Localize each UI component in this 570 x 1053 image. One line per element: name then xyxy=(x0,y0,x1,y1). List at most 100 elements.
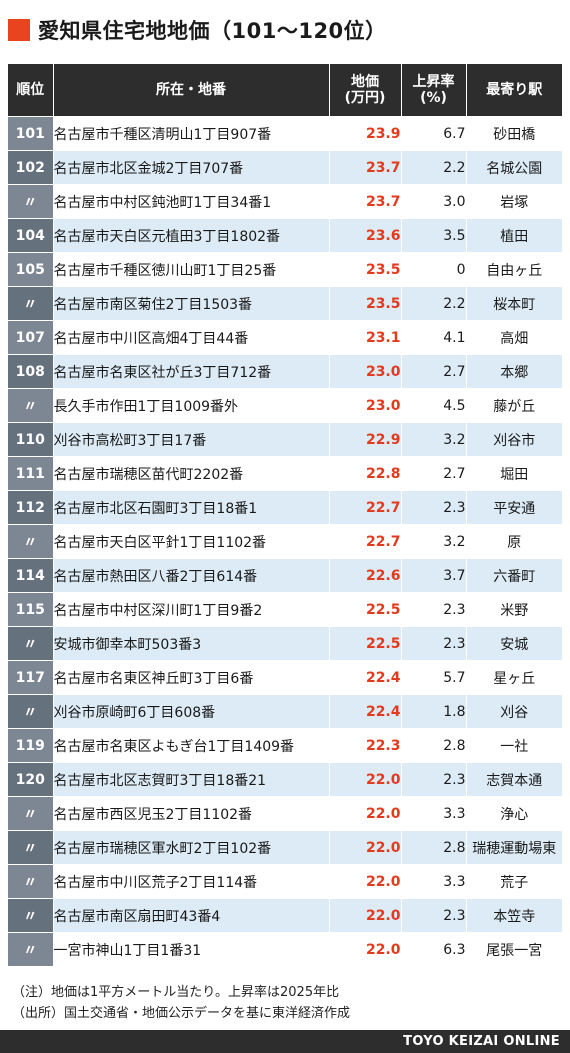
rate-cell: 2.7 xyxy=(401,354,467,389)
station-cell: 本笠寺 xyxy=(466,898,562,933)
footer-brand: TOYO KEIZAI ONLINE xyxy=(0,1030,570,1053)
price-cell: 22.3 xyxy=(329,728,402,763)
price-cell: 22.0 xyxy=(329,898,402,933)
station-cell: 尾張一宮 xyxy=(466,932,562,966)
table-row: 120 名古屋市北区志賀町3丁目18番21 22.0 2.3 志賀本通 xyxy=(8,762,562,797)
price-cell: 23.0 xyxy=(329,354,402,389)
rank-cell: 115 xyxy=(8,592,54,627)
table-row: 〃名古屋市西区児玉2丁目1102番 22.0 3.3 浄心 xyxy=(8,796,562,831)
chart-title: 愛知県住宅地地価（101〜120位） xyxy=(8,12,387,48)
address-cell: 名古屋市千種区清明山1丁目907番 xyxy=(53,116,330,151)
rank-cell: 101 xyxy=(8,116,54,151)
address-cell: 名古屋市中村区深川町1丁目9番2 xyxy=(53,592,330,627)
rate-cell: 2.2 xyxy=(401,150,467,185)
address-cell: 安城市御幸本町503番3 xyxy=(53,626,330,661)
address-cell: 名古屋市北区金城2丁目707番 xyxy=(53,150,330,185)
header-price-line2: (万円) xyxy=(344,90,386,106)
rank-cell: 〃 xyxy=(8,864,54,899)
rate-cell: 3.5 xyxy=(401,218,467,253)
rank-cell: 〃 xyxy=(8,524,54,559)
rank-cell: 107 xyxy=(8,320,54,355)
rate-cell: 3.2 xyxy=(401,524,467,559)
rate-cell: 3.7 xyxy=(401,558,467,593)
price-cell: 23.0 xyxy=(329,388,402,423)
address-cell: 名古屋市北区石園町3丁目18番1 xyxy=(53,490,330,525)
table-row: 104 名古屋市天白区元植田3丁目1802番 23.6 3.5 植田 xyxy=(8,218,562,253)
address-cell: 名古屋市瑞穂区軍水町2丁目102番 xyxy=(53,830,330,865)
rate-cell: 3.2 xyxy=(401,422,467,457)
address-cell: 名古屋市千種区徳川山町1丁目25番 xyxy=(53,252,330,287)
rank-cell: 120 xyxy=(8,762,54,797)
table-row: 114 名古屋市熱田区八番2丁目614番 22.6 3.7 六番町 xyxy=(8,558,562,593)
station-cell: 平安通 xyxy=(466,490,562,525)
table-row: 〃刈谷市原崎町6丁目608番 22.4 1.8 刈谷 xyxy=(8,694,562,729)
rate-cell: 2.3 xyxy=(401,762,467,797)
station-cell: 浄心 xyxy=(466,796,562,831)
table-header-row: 順位 所在・地番 地価 (万円) 上昇率 (%) 最寄り駅 xyxy=(8,64,562,117)
table-row: 〃名古屋市天白区平針1丁目1102番 22.7 3.2 原 xyxy=(8,524,562,559)
address-cell: 名古屋市南区扇田町43番4 xyxy=(53,898,330,933)
price-cell: 23.7 xyxy=(329,150,402,185)
address-cell: 名古屋市北区志賀町3丁目18番21 xyxy=(53,762,330,797)
address-cell: 名古屋市西区児玉2丁目1102番 xyxy=(53,796,330,831)
station-cell: 米野 xyxy=(466,592,562,627)
station-cell: 星ヶ丘 xyxy=(466,660,562,695)
rate-cell: 3.3 xyxy=(401,864,467,899)
rate-cell: 3.0 xyxy=(401,184,467,219)
price-cell: 23.5 xyxy=(329,286,402,321)
station-cell: 荒子 xyxy=(466,864,562,899)
address-cell: 名古屋市中村区鈍池町1丁目34番1 xyxy=(53,184,330,219)
header-rate-line1: 上昇率 xyxy=(412,74,455,90)
price-cell: 22.0 xyxy=(329,864,402,899)
address-cell: 名古屋市名東区よもぎ台1丁目1409番 xyxy=(53,728,330,763)
address-cell: 名古屋市天白区平針1丁目1102番 xyxy=(53,524,330,559)
table-row: 〃一宮市神山1丁目1番31 22.0 6.3 尾張一宮 xyxy=(8,932,562,966)
price-cell: 22.7 xyxy=(329,524,402,559)
rate-cell: 2.2 xyxy=(401,286,467,321)
address-cell: 名古屋市名東区社が丘3丁目712番 xyxy=(53,354,330,389)
station-cell: 桜本町 xyxy=(466,286,562,321)
table-row: 117 名古屋市名東区神丘町3丁目6番 22.4 5.7 星ヶ丘 xyxy=(8,660,562,695)
station-cell: 刈谷市 xyxy=(466,422,562,457)
station-cell: 瑞穂運動場東 xyxy=(466,830,562,865)
rank-cell: 〃 xyxy=(8,830,54,865)
price-cell: 23.5 xyxy=(329,252,402,287)
station-cell: 刈谷 xyxy=(466,694,562,729)
address-cell: 名古屋市名東区神丘町3丁目6番 xyxy=(53,660,330,695)
rank-cell: 110 xyxy=(8,422,54,457)
station-cell: 植田 xyxy=(466,218,562,253)
table-row: 107 名古屋市中川区高畑4丁目44番 23.1 4.1 高畑 xyxy=(8,320,562,355)
price-cell: 22.0 xyxy=(329,830,402,865)
station-cell: 砂田橋 xyxy=(466,116,562,151)
address-cell: 刈谷市原崎町6丁目608番 xyxy=(53,694,330,729)
rank-cell: 〃 xyxy=(8,932,54,966)
header-rate: 上昇率 (%) xyxy=(401,64,467,117)
table-row: 105 名古屋市千種区徳川山町1丁目25番 23.5 0 自由ヶ丘 xyxy=(8,252,562,287)
table-row: 112 名古屋市北区石園町3丁目18番1 22.7 2.3 平安通 xyxy=(8,490,562,525)
station-cell: 本郷 xyxy=(466,354,562,389)
rank-cell: 104 xyxy=(8,218,54,253)
address-cell: 名古屋市中川区高畑4丁目44番 xyxy=(53,320,330,355)
rank-cell: 〃 xyxy=(8,184,54,219)
address-cell: 名古屋市南区菊住2丁目1503番 xyxy=(53,286,330,321)
station-cell: 原 xyxy=(466,524,562,559)
table-row: 102 名古屋市北区金城2丁目707番 23.7 2.2 名城公園 xyxy=(8,150,562,185)
header-station: 最寄り駅 xyxy=(466,64,562,117)
rate-cell: 6.7 xyxy=(401,116,467,151)
header-rate-line2: (%) xyxy=(420,90,447,106)
rank-cell: 〃 xyxy=(8,286,54,321)
station-cell: 志賀本通 xyxy=(466,762,562,797)
header-rank: 順位 xyxy=(8,64,54,117)
rank-cell: 105 xyxy=(8,252,54,287)
table-row: 101 名古屋市千種区清明山1丁目907番 23.9 6.7 砂田橋 xyxy=(8,116,562,151)
station-cell: 一社 xyxy=(466,728,562,763)
price-cell: 22.0 xyxy=(329,762,402,797)
station-cell: 自由ヶ丘 xyxy=(466,252,562,287)
rank-cell: 108 xyxy=(8,354,54,389)
rate-cell: 1.8 xyxy=(401,694,467,729)
rate-cell: 2.8 xyxy=(401,830,467,865)
rank-cell: 119 xyxy=(8,728,54,763)
table-row: 〃名古屋市瑞穂区軍水町2丁目102番 22.0 2.8 瑞穂運動場東 xyxy=(8,830,562,865)
rank-cell: 112 xyxy=(8,490,54,525)
price-cell: 22.5 xyxy=(329,592,402,627)
